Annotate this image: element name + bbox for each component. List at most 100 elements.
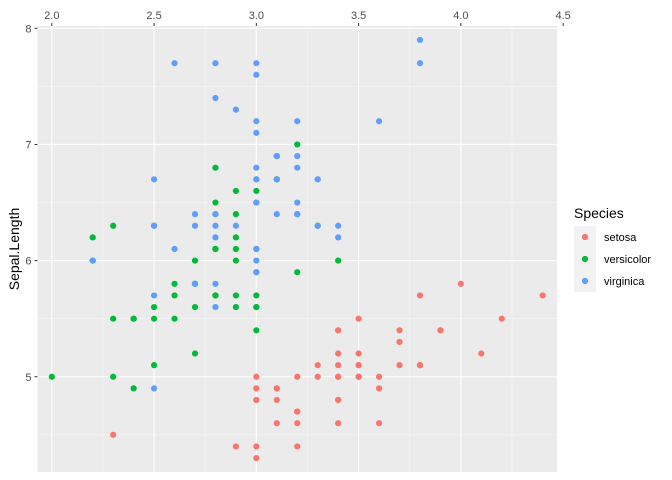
point-setosa <box>396 338 403 346</box>
point-versicolor <box>232 187 239 195</box>
point-versicolor <box>232 234 239 241</box>
point-setosa <box>294 373 301 380</box>
point-virginica <box>171 245 178 253</box>
point-virginica <box>212 234 219 241</box>
point-versicolor <box>232 211 239 218</box>
x-tick-label: 2.0 <box>44 10 59 22</box>
point-virginica <box>253 176 260 183</box>
minor-gridlines <box>37 26 557 472</box>
point-setosa <box>539 292 546 299</box>
point-setosa <box>253 373 260 380</box>
legend-label-setosa: setosa <box>604 232 637 244</box>
point-setosa <box>375 373 383 380</box>
point-versicolor <box>232 245 239 253</box>
y-tick-label: 6 <box>25 256 31 268</box>
y-tick-label: 8 <box>25 23 31 35</box>
x-tick-label: 4.5 <box>555 10 570 22</box>
point-setosa <box>416 362 424 369</box>
point-setosa <box>273 385 280 392</box>
point-setosa <box>314 362 321 369</box>
point-virginica <box>273 176 280 183</box>
point-virginica <box>212 280 219 287</box>
point-virginica <box>294 152 301 160</box>
point-virginica <box>294 164 301 171</box>
point-setosa <box>335 396 342 404</box>
legend-key-versicolor <box>581 255 589 263</box>
legend-key-setosa <box>581 233 589 241</box>
point-virginica <box>375 118 383 125</box>
point-versicolor <box>150 315 158 322</box>
point-virginica <box>253 118 260 125</box>
point-versicolor <box>212 292 219 299</box>
y-tick-label: 7 <box>25 139 31 151</box>
point-setosa <box>478 350 485 357</box>
point-virginica <box>150 176 158 183</box>
point-setosa <box>335 362 342 369</box>
point-setosa <box>375 420 383 427</box>
point-setosa <box>335 327 342 334</box>
point-virginica <box>416 36 424 44</box>
point-setosa <box>335 350 342 357</box>
point-versicolor <box>150 303 158 311</box>
point-versicolor <box>48 373 55 380</box>
point-virginica <box>212 303 219 311</box>
point-versicolor <box>335 257 342 264</box>
point-versicolor <box>253 327 260 334</box>
x-axis-top: 2.0 2.5 3.0 3.5 4.0 4.5 <box>44 10 571 26</box>
point-setosa <box>294 420 301 427</box>
point-virginica <box>273 152 280 160</box>
point-virginica <box>191 211 199 218</box>
plot-panel <box>37 26 557 472</box>
point-setosa <box>253 454 260 462</box>
point-virginica <box>89 257 96 264</box>
point-virginica <box>253 269 260 276</box>
point-virginica <box>253 71 260 78</box>
legend-label-virginica: virginica <box>604 276 645 288</box>
point-setosa <box>294 443 301 450</box>
point-virginica <box>253 129 260 136</box>
x-tick-label: 3.5 <box>351 10 366 22</box>
point-virginica <box>232 106 239 113</box>
point-setosa <box>335 373 342 380</box>
point-setosa <box>253 385 260 392</box>
point-virginica <box>253 199 260 206</box>
point-versicolor <box>110 315 117 322</box>
point-virginica <box>253 60 260 67</box>
y-axis-title: Sepal.Length <box>6 208 22 291</box>
y-axis: 5 6 7 8 <box>25 23 38 384</box>
x-tick-label: 3.0 <box>249 10 264 22</box>
point-virginica <box>150 222 158 229</box>
point-virginica <box>191 280 199 287</box>
point-setosa <box>355 350 362 357</box>
point-virginica <box>294 199 301 206</box>
point-versicolor <box>253 303 260 311</box>
point-versicolor <box>212 164 219 171</box>
point-versicolor <box>294 269 301 276</box>
point-versicolor <box>212 245 219 253</box>
point-virginica <box>335 234 342 241</box>
legend-title: Species <box>574 205 624 221</box>
point-setosa <box>335 420 342 427</box>
point-virginica <box>273 211 280 218</box>
point-setosa <box>355 373 362 380</box>
point-setosa <box>232 443 239 450</box>
point-virginica <box>253 164 260 171</box>
point-setosa <box>498 315 505 322</box>
point-setosa <box>110 431 117 438</box>
point-virginica <box>212 211 219 218</box>
point-versicolor <box>232 292 239 299</box>
point-setosa <box>273 396 280 404</box>
point-versicolor <box>130 315 137 322</box>
point-versicolor <box>110 222 117 229</box>
point-setosa <box>294 408 301 415</box>
point-versicolor <box>253 292 260 299</box>
point-virginica <box>150 292 158 299</box>
point-virginica <box>150 385 158 392</box>
point-versicolor <box>212 199 219 206</box>
legend-label-versicolor: versicolor <box>604 254 651 266</box>
point-versicolor <box>110 373 117 380</box>
point-versicolor <box>253 187 260 195</box>
point-setosa <box>355 362 362 369</box>
point-versicolor <box>294 141 301 148</box>
